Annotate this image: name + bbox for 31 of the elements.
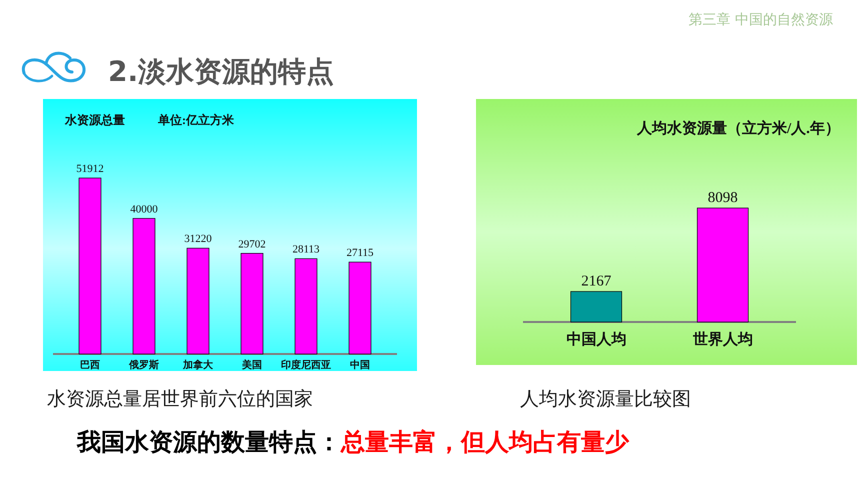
x-tick-label: 美国 [241, 359, 262, 371]
text: 水资源总量居世界前六位的国家 [47, 388, 313, 410]
text: 人均水资源量比较图 [520, 389, 691, 410]
text: 2.淡水资源的特点 [108, 55, 334, 88]
data-label: 28113 [292, 244, 320, 256]
text: 我国水资源的数量特点： [76, 429, 341, 456]
chart-title: 人均水资源量（立方米/人.年） [636, 119, 840, 137]
chart-title: 水资源总量 [64, 113, 125, 127]
text: 第三章 中国的自然资源 [688, 12, 833, 28]
bar [132, 218, 156, 354]
x-tick-label: 加拿大 [182, 359, 214, 371]
text: 总量丰富，但人均占有量少 [340, 428, 630, 456]
data-label: 51912 [76, 163, 104, 175]
x-tick-label: 印度尼西亚 [281, 359, 331, 371]
x-tick-label: 中国人均 [566, 331, 626, 348]
bar [294, 258, 318, 354]
bar [240, 253, 264, 354]
data-label: 8098 [708, 190, 738, 206]
x-tick-label: 中国 [350, 359, 370, 371]
x-tick-label: 俄罗斯 [128, 359, 159, 371]
chart-subtitle: 单位:亿立方米 [157, 113, 235, 127]
data-label: 40000 [130, 203, 158, 216]
bar [78, 178, 102, 354]
x-tick-label: 巴西 [80, 360, 100, 371]
data-label: 2167 [581, 273, 612, 290]
bar [348, 262, 372, 354]
bar [186, 248, 210, 354]
data-label: 29702 [238, 238, 266, 250]
data-label: 31220 [184, 233, 212, 246]
data-label: 27115 [346, 247, 374, 260]
x-tick-label: 世界人均 [692, 331, 753, 348]
